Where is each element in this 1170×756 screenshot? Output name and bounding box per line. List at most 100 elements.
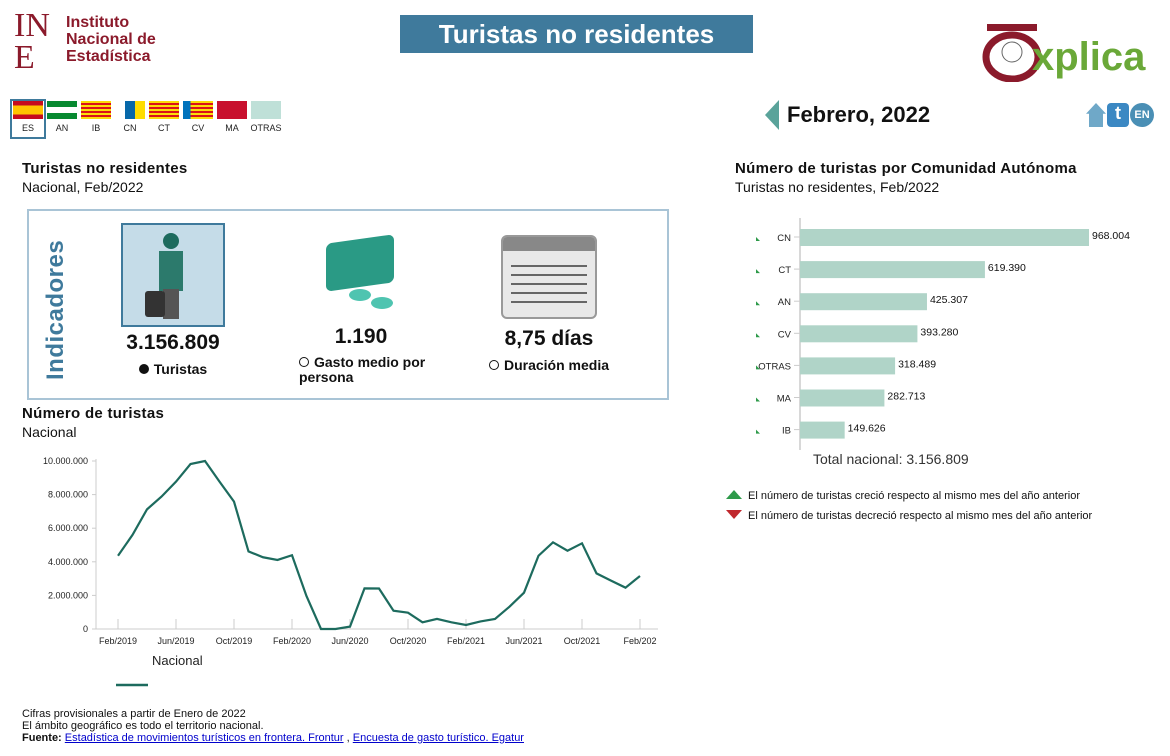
region-label: CN — [123, 123, 137, 133]
ine-logo-line: Nacional de — [66, 31, 156, 48]
trend-up-icon — [756, 365, 760, 370]
trend-up-icon — [756, 301, 760, 306]
bar-category-label: CT — [778, 265, 791, 276]
top-icons: t EN — [1086, 103, 1154, 127]
x-tick-label: Jun/2020 — [331, 636, 368, 646]
region-label: IB — [91, 123, 101, 133]
bar-ib — [800, 421, 845, 439]
bar-otras — [800, 357, 896, 375]
line-chart-subtitle: Nacional — [22, 424, 77, 440]
x-tick-label: Feb/2021 — [447, 636, 485, 646]
bar-category-label: IB — [782, 426, 791, 437]
ine-logo[interactable]: INE Instituto Nacional de Estadística — [14, 7, 184, 82]
trend-up-icon — [756, 269, 760, 274]
bar-category-label: CN — [777, 233, 791, 244]
region-label: MA — [225, 123, 239, 133]
explica-logo[interactable]: xplica — [982, 12, 1154, 83]
flag-es-icon — [13, 101, 43, 119]
x-tick-label: Feb/202 — [623, 636, 656, 646]
indicator-label: Gasto medio por persona — [299, 354, 426, 385]
ine-logo-mark: INE — [14, 7, 50, 76]
y-tick-label: 8.000.000 — [48, 490, 88, 500]
y-tick-label: 0 — [83, 624, 88, 634]
bar-category-label: MA — [777, 394, 792, 405]
x-tick-label: Jun/2019 — [157, 636, 194, 646]
source-label: Fuente: — [22, 732, 62, 744]
traveler-icon — [121, 223, 225, 327]
trend-legend: El número de turistas creció respecto al… — [726, 486, 1092, 526]
bar-value-label: 619.390 — [988, 262, 1026, 274]
twitter-icon[interactable]: t — [1107, 103, 1129, 127]
indicator-duracion[interactable]: 8,75 días Duración media — [459, 223, 639, 373]
previous-month-arrow-icon[interactable] — [765, 100, 779, 130]
indicator-value: 8,75 días — [504, 327, 594, 350]
indicator-value: 3.156.809 — [126, 331, 220, 354]
x-tick-label: Oct/2021 — [564, 636, 601, 646]
separator: , — [346, 732, 350, 744]
radio-unselected-icon[interactable] — [488, 360, 499, 370]
bar-chart-title: Número de turistas por Comunidad Autónom… — [735, 160, 1077, 177]
region-ib[interactable]: IB — [80, 101, 112, 137]
egatur-link[interactable]: Encuesta de gasto turístico. Egatur — [352, 732, 524, 744]
bar-ct — [800, 261, 985, 279]
region-label: ES — [21, 123, 34, 133]
indicators-title: Turistas no residentes — [22, 160, 188, 177]
svg-text:xplica: xplica — [1032, 35, 1146, 79]
x-tick-label: Jun/2021 — [505, 636, 542, 646]
wallet-icon — [321, 229, 401, 319]
english-icon[interactable]: EN — [1130, 103, 1154, 127]
x-tick-label: Oct/2019 — [216, 636, 253, 646]
region-label: OTRAS — [250, 123, 282, 133]
series-line-nacional — [117, 459, 641, 631]
region-es[interactable]: ES — [10, 99, 46, 139]
indicators-heading: Indicadores — [42, 239, 69, 380]
page-title: Turistas no residentes — [400, 15, 753, 53]
bar-cn — [800, 229, 1089, 246]
flag-cv-icon — [183, 101, 213, 119]
indicator-label: Duración media — [503, 357, 610, 373]
region-an[interactable]: AN — [46, 101, 78, 137]
legend-up-text: El número de turistas creció respecto al… — [748, 490, 1080, 502]
flag-cn-icon — [115, 101, 145, 119]
total-nacional: Total nacional: 3.156.809 — [813, 451, 969, 467]
bar-ma — [800, 389, 885, 407]
period-selector: Febrero, 2022 — [765, 100, 930, 130]
trend-up-icon — [756, 397, 760, 402]
flag-otras-icon — [251, 101, 281, 119]
bar-category-label: CV — [778, 329, 792, 340]
radio-unselected-icon[interactable] — [299, 357, 309, 367]
x-tick-label: Feb/2019 — [99, 636, 137, 646]
region-label: CV — [191, 123, 205, 133]
region-cn[interactable]: CN — [114, 101, 146, 137]
home-icon[interactable] — [1086, 103, 1106, 127]
flag-ib-icon — [81, 101, 111, 119]
frontur-link[interactable]: Estadística de movimientos turísticos en… — [64, 732, 344, 744]
y-tick-label: 2.000.000 — [48, 590, 88, 600]
bar-value-label: 968.004 — [1092, 230, 1130, 242]
ine-logo-text: Instituto Nacional de Estadística — [66, 14, 156, 65]
region-ct[interactable]: CT — [148, 101, 180, 137]
flag-ma-icon — [217, 101, 247, 119]
y-tick-label: 10.000.000 — [43, 456, 88, 466]
footer: Cifras provisionales a partir de Enero d… — [22, 708, 524, 744]
calendar-icon — [501, 235, 597, 319]
region-label: CT — [158, 123, 170, 133]
x-tick-label: Feb/2020 — [273, 636, 311, 646]
period-label: Febrero, 2022 — [787, 102, 931, 127]
bar-cv — [800, 325, 918, 343]
bar-chart-subtitle: Turistas no residentes, Feb/2022 — [735, 179, 940, 195]
region-cv[interactable]: CV — [182, 101, 214, 137]
line-chart: 0 2.000.000 4.000.000 6.000.000 8.000.000 10.… — [43, 456, 658, 687]
bar-value-label: 282.713 — [887, 391, 925, 403]
trend-up-icon — [756, 429, 760, 434]
bar-an — [800, 293, 927, 311]
bar-value-label: 425.307 — [930, 294, 968, 306]
bar-category-label: OTRAS — [758, 361, 791, 372]
indicator-turistas[interactable]: 3.156.809 Turistas — [83, 223, 263, 377]
bar-chart: CN 968.004 CT 619.390 AN 425.307 CV 393.280 OTRA… — [756, 218, 1130, 450]
region-otras[interactable]: OTRAS — [250, 101, 282, 137]
region-ma[interactable]: MA — [216, 101, 248, 137]
down-arrow-icon — [726, 510, 742, 519]
indicator-gasto[interactable]: 1.190 Gasto medio por persona — [271, 223, 451, 385]
radio-selected-icon[interactable] — [138, 364, 149, 374]
